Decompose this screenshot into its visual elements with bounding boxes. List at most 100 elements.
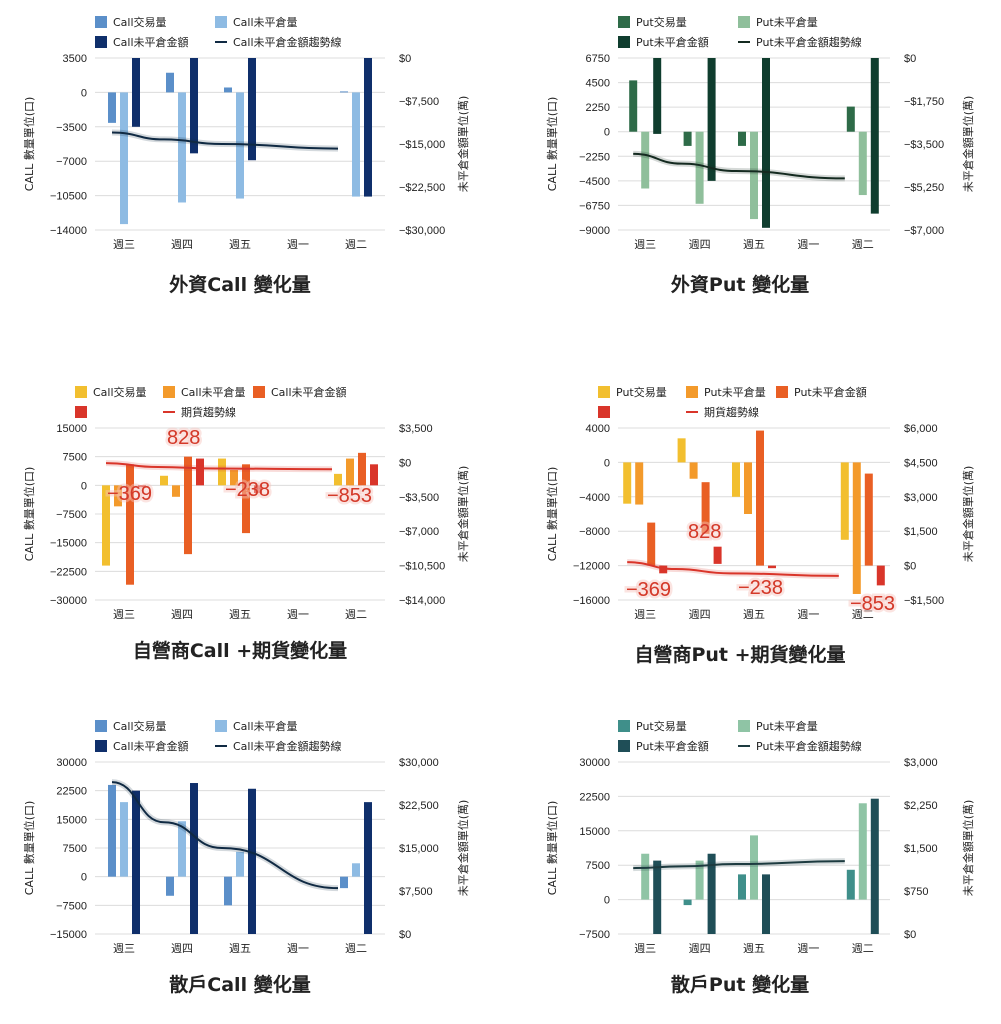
bar [334,473,342,486]
x-tick-label: 週四 [171,942,193,955]
x-tick-label: 週四 [689,942,711,955]
x-tick-label: 週三 [634,608,656,621]
legend-swatch [215,16,227,28]
bar [236,851,244,877]
y-tick-label: −15000 [50,538,87,550]
y-axis-label: CALL 數量單位(口) [545,467,559,562]
chart-title: 外資Call 變化量 [169,274,311,296]
x-tick-label: 週二 [852,608,874,621]
bar [340,876,348,889]
trend-line-glow [111,779,339,892]
x-tick-label: 週五 [229,942,251,955]
bar [695,131,704,204]
y2-tick-label: $1,500 [904,843,938,855]
bar [647,522,656,566]
y-tick-label: 22500 [56,786,87,798]
y-tick-label: 0 [604,895,610,907]
chart-title: 散戶Put 變化量 [670,974,810,996]
bar [352,92,360,197]
bar [184,456,192,555]
y2-tick-label: −$10,500 [399,561,445,573]
y2-tick-label: $0 [399,53,411,65]
annotation-glow: −853 [327,485,372,507]
chart-panel: 3500 0 −3500 −7000 −10500 −14000 $0 −$7,500 −$15… [0,8,500,308]
chart-svg: 30000 22500 15000 7500 0 −7500 −15000 $30,000 $2… [22,719,470,955]
bar [178,92,186,203]
bar [166,876,174,896]
trend-line [633,152,845,180]
bar [196,458,204,486]
legend-label: Call未平倉金額趨勢線 [233,35,342,49]
bar [120,802,128,877]
y-tick-label: −7000 [56,156,87,168]
legend-swatch [618,16,630,28]
chart-svg: 15000 7500 0 −7500 −15000 −22500 −30000 $3,500 $… [22,385,470,621]
y2-tick-label: $3,000 [904,492,938,504]
y-tick-label: −16000 [573,595,610,607]
y2-axis-label: 未平倉金額單位(萬) [961,96,975,193]
x-tick-label: 週五 [229,238,251,251]
y2-tick-label: $0 [904,53,916,65]
bar [659,565,668,574]
bar [160,475,168,486]
bar [346,458,354,486]
legend-swatch [95,36,107,48]
x-tick-label: 週一 [287,608,309,621]
bar [172,485,180,497]
trend-line [627,561,839,577]
y-tick-label: 7500 [63,452,87,464]
y-tick-label: −3500 [56,122,87,134]
legend-label: Put未平倉金額趨勢線 [756,739,862,753]
y-tick-label: 22500 [579,791,610,803]
legend-label: Call未平倉量 [181,385,246,399]
bar [738,874,746,900]
y-tick-label: −7500 [56,509,87,521]
legend-swatch [598,406,610,418]
bar [166,72,174,93]
bar [370,464,378,486]
bar [190,58,198,154]
bar [677,438,686,463]
bar [876,565,885,586]
x-tick-label: 週一 [287,238,309,251]
y-tick-label: −7500 [579,929,610,941]
y-tick-label: −6750 [579,200,610,212]
y2-axis-label: 未平倉金額單位(萬) [456,800,470,897]
x-tick-label: 週三 [113,942,135,955]
y2-axis-label: 未平倉金額單位(萬) [961,466,975,563]
y2-tick-label: −$3,500 [399,492,439,504]
bar [707,58,716,181]
y-tick-label: −22500 [50,566,87,578]
x-tick-label: 週三 [634,238,656,251]
x-tick-label: 週五 [229,608,251,621]
bar [852,462,861,594]
x-tick-label: 週三 [634,942,656,955]
legend-label: Put未平倉金額趨勢線 [756,35,862,49]
x-tick-label: 週五 [743,238,765,251]
y2-tick-label: $2,250 [904,800,938,812]
bar [762,874,770,934]
bar [190,783,198,934]
y2-tick-label: $7,500 [399,886,433,898]
x-tick-label: 週二 [345,608,367,621]
bar [689,462,698,479]
legend-label: Call未平倉金額 [113,739,189,753]
bar [750,835,758,900]
bar [248,58,256,161]
chart-svg: 3500 0 −3500 −7000 −10500 −14000 $0 −$7,500 −$15… [22,15,470,251]
bar [108,92,116,123]
bar [364,58,372,197]
bar [641,131,650,189]
trend-line [105,462,333,471]
x-tick-label: 週二 [852,942,874,955]
y-tick-label: 0 [81,872,87,884]
legend-swatch [598,386,610,398]
data-annotation: −238 [738,577,783,599]
y2-tick-label: −$22,500 [399,182,445,194]
bar [858,131,867,196]
legend-label: Call交易量 [113,15,167,29]
trend-line [111,781,339,890]
bar [858,803,867,900]
bar [340,91,348,93]
y2-tick-label: −$1,750 [904,96,944,108]
